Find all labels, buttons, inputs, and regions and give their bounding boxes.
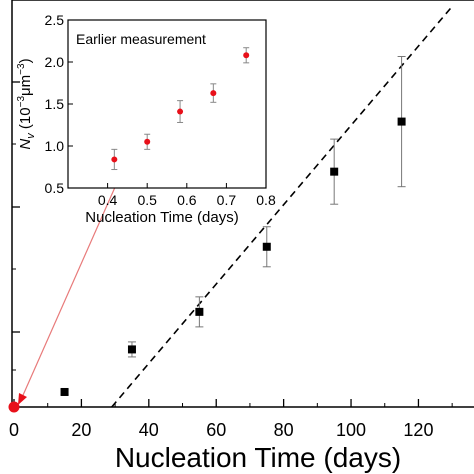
main-axes: 0 20 40 60 80 100 120 Nucleation Time (days) bbox=[9, 0, 474, 473]
origin-data-point bbox=[8, 401, 20, 413]
main-x-tick-label: 100 bbox=[336, 420, 366, 440]
main-fit-line bbox=[111, 5, 453, 408]
main-x-axis-label: Nucleation Time (days) bbox=[115, 442, 401, 473]
connector-arrowhead bbox=[18, 393, 27, 405]
main-x-tick-label: 40 bbox=[139, 420, 159, 440]
inset-x-axis-label: Nucleation Time (days) bbox=[85, 209, 238, 226]
inset-connector bbox=[18, 184, 117, 405]
inset-background bbox=[67, 19, 267, 189]
inset-ticks: 0.4 0.5 0.6 0.7 0.8 0.5 1.0 1.5 2.0 2.5 bbox=[45, 12, 276, 208]
inset-y-tick-label: 2.0 bbox=[45, 54, 65, 70]
inset-data-point bbox=[111, 156, 118, 163]
main-data-point bbox=[195, 307, 204, 316]
main-data-point bbox=[60, 387, 69, 396]
main-y-ticks bbox=[12, 81, 20, 371]
inset-y-tick-label: 0.5 bbox=[45, 180, 65, 196]
inset-x-tick-label: 0.7 bbox=[217, 192, 237, 208]
inset-y-tick-label: 2.5 bbox=[45, 12, 65, 28]
main-data-point bbox=[397, 117, 406, 126]
main-data-point bbox=[127, 345, 136, 354]
main-x-tick-label: 0 bbox=[9, 420, 19, 440]
inset-data-point bbox=[144, 138, 151, 145]
main-x-tick-label: 120 bbox=[403, 420, 433, 440]
inset-data-point bbox=[210, 90, 217, 97]
inset-x-tick-label: 0.5 bbox=[137, 192, 157, 208]
inset-x-tick-label: 0.6 bbox=[177, 192, 197, 208]
inset-title: Earlier measurement bbox=[76, 31, 206, 47]
connector-line bbox=[19, 184, 117, 403]
inset-chart: Earlier measurement 0.4 0.5 0.6 0.7 0.8 0.5 1.… bbox=[16, 12, 276, 226]
inset-data-point bbox=[177, 108, 184, 115]
inset-y-tick-label: 1.5 bbox=[45, 96, 65, 112]
inset-y-axis-label: Nv (10−3μm−3) bbox=[16, 58, 37, 149]
main-x-tick-label: 20 bbox=[71, 420, 91, 440]
main-data-point bbox=[262, 242, 271, 251]
main-x-tick-label: 80 bbox=[274, 420, 294, 440]
inset-data-points bbox=[111, 47, 250, 171]
main-x-ticks bbox=[13, 399, 453, 407]
inset-data-point bbox=[243, 52, 250, 59]
inset-x-tick-label: 0.4 bbox=[98, 192, 118, 208]
main-data-points bbox=[8, 55, 406, 413]
fit-line bbox=[111, 5, 453, 408]
main-data-point bbox=[330, 167, 339, 176]
inset-x-tick-label: 0.8 bbox=[256, 192, 276, 208]
main-x-tick-label: 60 bbox=[206, 420, 226, 440]
main-x-tick-labels: 0 20 40 60 80 100 120 bbox=[9, 420, 433, 440]
inset-y-tick-label: 1.0 bbox=[45, 138, 65, 154]
